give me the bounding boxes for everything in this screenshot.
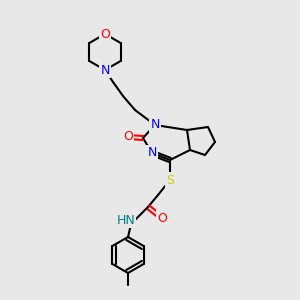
Text: O: O (157, 212, 167, 224)
Text: HN: HN (116, 214, 135, 226)
Text: N: N (147, 146, 157, 160)
Text: N: N (150, 118, 160, 131)
Text: N: N (100, 64, 110, 76)
Text: O: O (100, 28, 110, 40)
Text: S: S (166, 173, 174, 187)
Text: O: O (123, 130, 133, 143)
